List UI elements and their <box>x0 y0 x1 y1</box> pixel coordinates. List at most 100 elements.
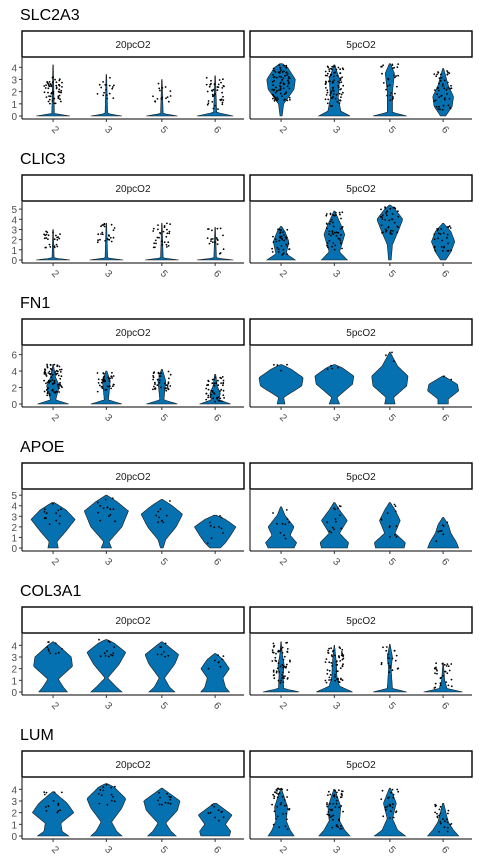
data-point <box>114 520 116 523</box>
data-point <box>385 210 388 213</box>
data-point <box>100 794 103 797</box>
data-point <box>326 242 329 245</box>
data-point <box>440 246 443 248</box>
data-point <box>211 238 214 240</box>
data-point <box>210 238 213 241</box>
data-point <box>277 251 280 253</box>
data-point <box>208 85 211 88</box>
facet-strip-label: 20pcO2 <box>115 472 150 483</box>
data-point <box>57 810 60 812</box>
data-point <box>276 522 278 525</box>
data-point <box>335 802 338 805</box>
data-point <box>388 671 391 674</box>
data-point <box>217 654 219 657</box>
violin-slc2a3-20pcO2-cluster-6 <box>196 75 234 117</box>
data-point <box>272 241 275 244</box>
y-tick-label: 3 <box>11 512 17 523</box>
data-point <box>222 389 225 392</box>
data-point <box>438 77 441 79</box>
data-point <box>281 253 283 256</box>
data-point <box>56 236 58 239</box>
data-point <box>329 803 331 805</box>
data-point <box>447 809 450 812</box>
data-point <box>278 671 281 673</box>
data-point <box>205 387 208 390</box>
facet-strip-label: 5pcO2 <box>346 184 376 195</box>
data-point <box>157 521 160 524</box>
data-point <box>326 669 329 671</box>
data-point <box>222 816 225 819</box>
data-point <box>61 81 63 84</box>
y-tick-label: 2 <box>11 523 17 534</box>
violin-apoe-20pcO2-cluster-6 <box>194 514 237 549</box>
data-point <box>437 530 440 533</box>
data-point <box>396 225 399 228</box>
data-point <box>286 363 288 366</box>
x-tick-label: 5 <box>386 268 398 280</box>
data-point <box>390 229 392 232</box>
data-point <box>340 88 342 90</box>
data-point <box>389 666 392 669</box>
data-point <box>274 791 277 794</box>
data-point <box>211 391 214 393</box>
data-point <box>209 521 211 524</box>
data-point <box>159 508 162 510</box>
data-point <box>220 516 223 519</box>
data-point <box>325 222 328 225</box>
data-point <box>110 240 113 243</box>
data-point <box>283 655 286 658</box>
data-point <box>217 379 219 382</box>
data-point <box>105 388 108 391</box>
data-point <box>102 94 105 97</box>
data-point <box>53 379 56 382</box>
data-point <box>331 526 334 529</box>
data-point <box>281 78 284 81</box>
data-point <box>279 92 282 95</box>
data-point <box>281 788 283 791</box>
data-point <box>437 89 440 92</box>
data-point <box>279 66 281 69</box>
data-point <box>152 375 155 377</box>
data-point <box>213 378 216 381</box>
y-tick-label: 1 <box>11 676 17 687</box>
data-point <box>101 378 103 381</box>
data-point <box>435 668 438 670</box>
data-point <box>329 816 331 818</box>
data-point <box>284 523 287 526</box>
data-point <box>169 802 172 805</box>
data-point <box>55 243 58 246</box>
data-point <box>280 76 282 78</box>
data-point <box>380 662 383 664</box>
data-point <box>213 526 216 529</box>
data-point <box>325 214 328 217</box>
data-point <box>330 68 333 70</box>
data-point <box>160 98 163 100</box>
data-point <box>341 648 344 651</box>
data-point <box>48 381 51 384</box>
data-point <box>333 507 335 510</box>
data-point <box>209 396 212 398</box>
data-point <box>51 389 54 392</box>
data-point <box>152 388 154 391</box>
data-point <box>58 88 61 91</box>
data-point <box>391 669 394 672</box>
data-point <box>97 793 100 795</box>
data-point <box>217 809 220 812</box>
data-point <box>168 795 171 798</box>
data-point <box>97 233 100 236</box>
data-point <box>283 98 286 101</box>
data-point <box>280 69 282 72</box>
data-point <box>221 91 224 94</box>
data-point <box>276 99 278 102</box>
data-point <box>437 108 440 110</box>
data-point <box>286 678 289 680</box>
data-point <box>386 805 389 808</box>
data-point <box>324 82 327 85</box>
data-point <box>445 681 448 683</box>
data-point <box>100 385 103 388</box>
data-point <box>105 88 107 91</box>
data-point <box>277 679 280 682</box>
data-point <box>211 229 213 232</box>
data-point <box>447 242 449 245</box>
data-point <box>330 531 333 534</box>
